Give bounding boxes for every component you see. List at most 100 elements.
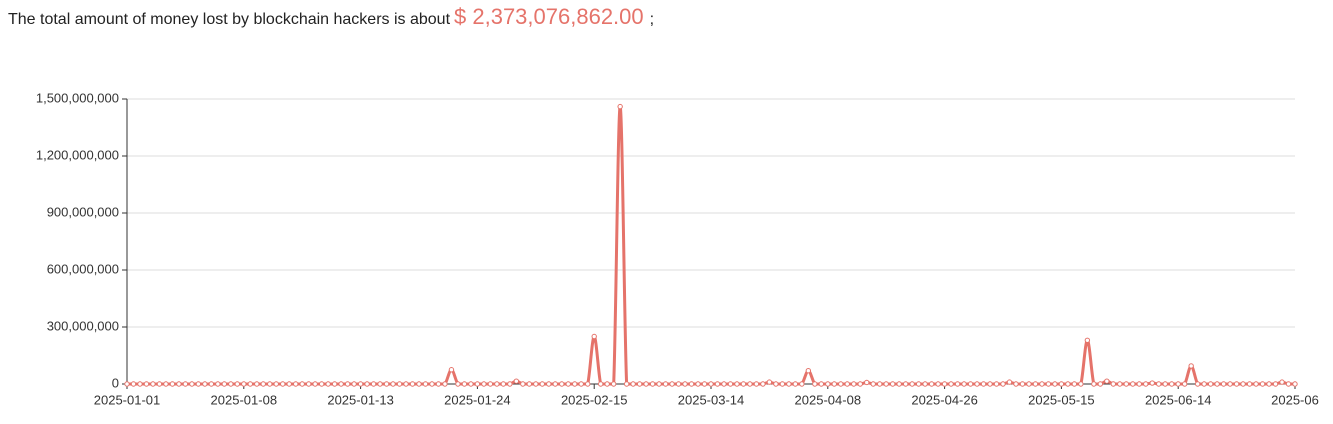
point <box>390 381 396 387</box>
point <box>396 381 403 387</box>
point <box>740 381 747 387</box>
point <box>1078 381 1084 387</box>
line <box>126 105 1295 386</box>
point <box>928 381 935 387</box>
point <box>1104 378 1110 384</box>
x-tick-label: 2025-01-08 <box>211 392 278 407</box>
point <box>526 381 533 387</box>
point <box>643 381 649 387</box>
point <box>766 379 773 385</box>
point <box>961 381 967 387</box>
point <box>429 381 435 387</box>
point <box>1181 381 1188 387</box>
point <box>305 381 312 387</box>
header: The total amount of money lost by blockc… <box>8 4 654 30</box>
point <box>1039 381 1045 387</box>
point <box>416 381 422 387</box>
point <box>902 381 909 387</box>
point <box>176 381 182 387</box>
point <box>1117 381 1123 387</box>
point <box>1097 381 1104 387</box>
point <box>383 381 390 387</box>
point <box>688 381 695 387</box>
point <box>325 381 331 387</box>
point <box>422 381 429 387</box>
point <box>364 381 370 387</box>
point <box>578 381 584 387</box>
point <box>889 381 896 387</box>
point <box>435 381 442 387</box>
point <box>215 381 221 387</box>
point <box>156 381 163 387</box>
point <box>669 381 675 387</box>
y-tick-label: 1,200,000,000 <box>36 147 119 162</box>
point <box>1233 381 1240 387</box>
point <box>377 381 383 387</box>
point <box>357 381 364 387</box>
x-tick-label: 2025-01-01 <box>94 392 161 407</box>
point <box>1000 381 1006 387</box>
y-tick-label: 300,000,000 <box>47 318 119 333</box>
point <box>507 381 513 387</box>
point <box>1207 381 1214 387</box>
point <box>1013 381 1019 387</box>
point <box>331 381 338 387</box>
point <box>922 381 928 387</box>
point <box>1246 381 1253 387</box>
point <box>500 381 507 387</box>
point <box>877 381 883 387</box>
point <box>494 381 500 387</box>
point <box>935 381 941 387</box>
point <box>1175 381 1181 387</box>
point <box>552 381 558 387</box>
point <box>169 381 176 387</box>
point <box>1052 381 1058 387</box>
point <box>241 381 247 387</box>
y-tick-label: 900,000,000 <box>47 204 119 219</box>
point <box>675 381 682 387</box>
point <box>753 381 760 387</box>
point <box>267 381 273 387</box>
point <box>1032 381 1039 387</box>
x-tick-label: 2025-01-24 <box>444 392 511 407</box>
point <box>1292 381 1298 387</box>
point <box>299 381 305 387</box>
point <box>909 381 915 387</box>
point <box>286 381 292 387</box>
point <box>455 381 461 387</box>
point <box>1006 379 1013 385</box>
point <box>883 381 889 387</box>
point <box>403 381 409 387</box>
point <box>293 381 299 387</box>
point <box>1084 337 1091 343</box>
point <box>234 381 241 387</box>
point <box>1143 381 1149 387</box>
point <box>461 381 468 387</box>
point <box>208 381 215 387</box>
x-tick-label: 2025-04-26 <box>911 392 978 407</box>
point <box>539 381 545 387</box>
point <box>338 381 344 387</box>
point <box>182 381 189 387</box>
point <box>825 381 831 387</box>
point <box>1136 381 1142 387</box>
point <box>1162 381 1168 387</box>
point <box>130 381 137 387</box>
point <box>1253 381 1259 387</box>
point <box>948 381 954 387</box>
point <box>1188 363 1194 369</box>
x-tick-label: 2025-03-14 <box>678 392 745 407</box>
point <box>941 381 948 387</box>
point <box>137 381 143 387</box>
point <box>792 381 799 387</box>
point <box>1091 381 1097 387</box>
point <box>805 368 812 374</box>
point <box>974 381 980 387</box>
point <box>195 381 202 387</box>
point <box>734 381 740 387</box>
point <box>202 381 208 387</box>
point <box>779 381 786 387</box>
point <box>1058 381 1065 387</box>
